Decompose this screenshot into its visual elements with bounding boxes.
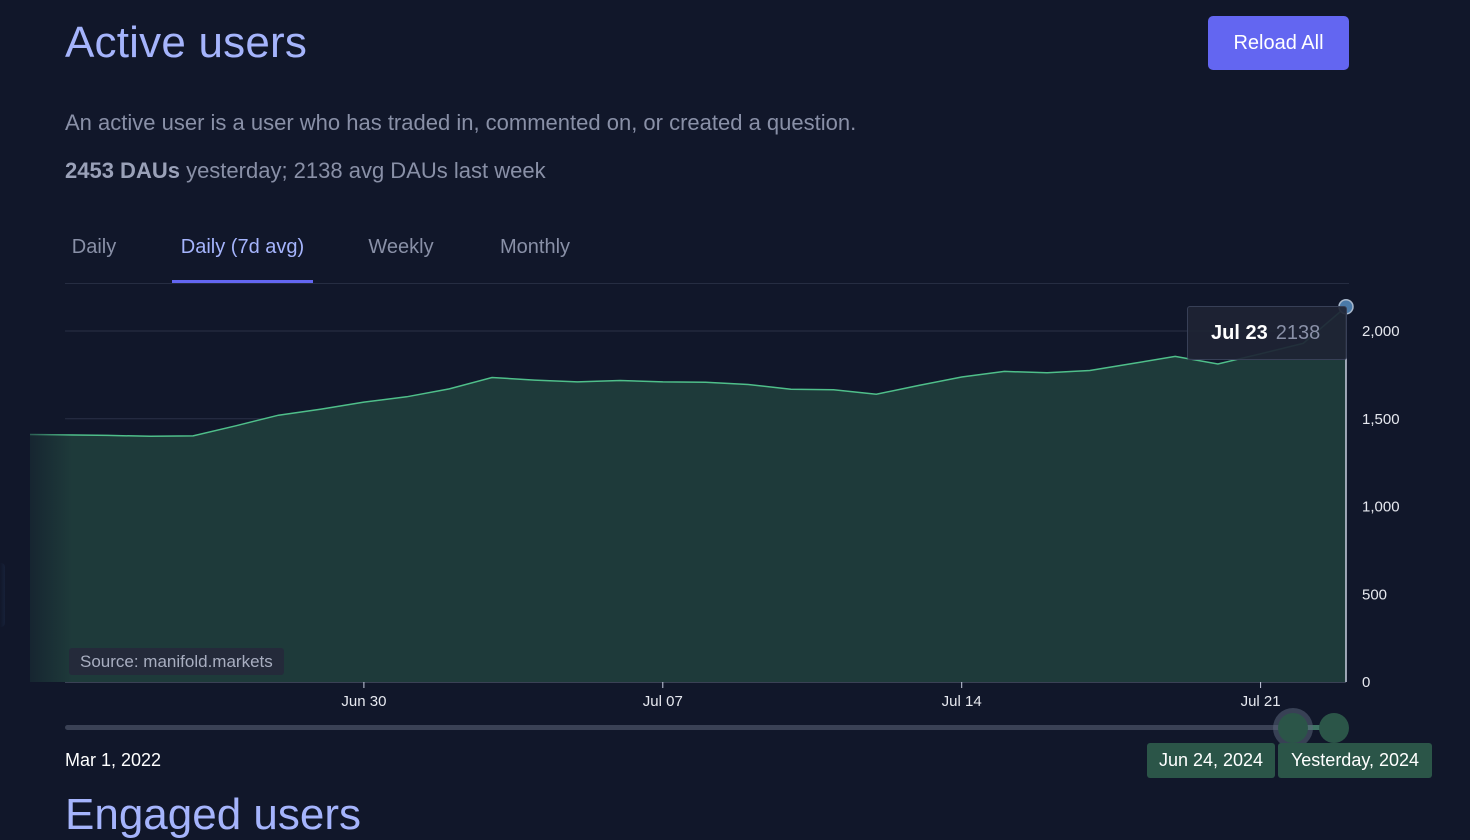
data-point[interactable] xyxy=(661,380,665,384)
data-point[interactable] xyxy=(1216,362,1220,366)
range-slider-track[interactable] xyxy=(65,725,1325,730)
chart-line xyxy=(29,306,1347,438)
range-slider-selection xyxy=(1305,725,1325,730)
dau-stats: 2453 DAUs yesterday; 2138 avg DAUs last … xyxy=(65,158,546,184)
data-point[interactable] xyxy=(704,380,708,384)
tab-daily-7d-avg[interactable]: Daily (7d avg) xyxy=(172,222,313,283)
data-point[interactable] xyxy=(191,434,195,438)
y-tick-label: 1,000 xyxy=(1362,499,1400,516)
y-tick-label: 2,000 xyxy=(1362,323,1400,340)
data-point[interactable] xyxy=(405,395,409,399)
x-tick-label: Jul 07 xyxy=(643,693,683,710)
x-tick-label: Jul 21 xyxy=(1241,693,1281,710)
data-point[interactable] xyxy=(1002,369,1006,373)
range-slider-end-handle[interactable] xyxy=(1319,713,1349,743)
tab-daily[interactable]: Daily xyxy=(71,236,117,258)
data-point[interactable] xyxy=(362,400,366,404)
source-label: Source: manifold.markets xyxy=(69,648,284,675)
range-slider-start-handle[interactable] xyxy=(1278,713,1308,743)
data-point[interactable] xyxy=(789,387,793,391)
page-title: Active users xyxy=(65,18,308,67)
data-point[interactable] xyxy=(490,376,494,380)
reload-all-button[interactable]: Reload All xyxy=(1208,16,1349,70)
data-point[interactable] xyxy=(1131,361,1135,365)
active-users-chart[interactable]: Jun 30 Jul 07 Jul 14 Jul 21 0 500 1,000 1,500 2… xyxy=(0,285,1470,715)
data-point[interactable] xyxy=(618,378,622,382)
data-point[interactable] xyxy=(1045,371,1049,375)
chart-area xyxy=(30,306,1346,682)
data-point[interactable] xyxy=(1088,368,1092,372)
x-tick-label: Jul 14 xyxy=(942,693,982,710)
dau-stats-rest: yesterday; 2138 avg DAUs last week xyxy=(179,158,546,183)
description: An active user is a user who has traded … xyxy=(65,110,857,135)
chart-tooltip: Jul 23 2138 xyxy=(1187,306,1347,360)
data-point[interactable] xyxy=(106,433,110,437)
y-tick-label: 0 xyxy=(1362,674,1370,691)
tab-monthly[interactable]: Monthly xyxy=(499,236,571,258)
tab-weekly[interactable]: Weekly xyxy=(368,236,434,258)
dau-yesterday: 2453 DAUs xyxy=(65,158,180,183)
data-point[interactable] xyxy=(1173,354,1177,358)
tab-bar: Daily Daily (7d avg) Weekly Monthly xyxy=(65,222,1349,284)
data-point[interactable] xyxy=(832,388,836,392)
data-point[interactable] xyxy=(917,383,921,387)
tooltip-value: 2138 xyxy=(1275,322,1321,344)
engaged-users-title: Engaged users xyxy=(65,790,361,839)
range-from-label: Jun 24, 2024 xyxy=(1147,743,1275,778)
data-point[interactable] xyxy=(575,380,579,384)
data-point[interactable] xyxy=(234,424,238,428)
data-point[interactable] xyxy=(960,375,964,379)
data-point[interactable] xyxy=(148,434,152,438)
range-start-label: Mar 1, 2022 xyxy=(65,750,162,770)
data-point[interactable] xyxy=(746,383,750,387)
x-tick-label: Jun 30 xyxy=(341,693,386,710)
data-point[interactable] xyxy=(319,407,323,411)
tooltip-date: Jul 23 xyxy=(1211,322,1268,344)
data-point[interactable] xyxy=(533,378,537,382)
range-to-label: Yesterday, 2024 xyxy=(1278,743,1432,778)
y-tick-label: 500 xyxy=(1362,586,1387,603)
data-point[interactable] xyxy=(277,413,281,417)
left-fade xyxy=(0,285,72,685)
data-point[interactable] xyxy=(874,392,878,396)
y-tick-label: 1,500 xyxy=(1362,411,1400,428)
data-point[interactable] xyxy=(447,387,451,391)
